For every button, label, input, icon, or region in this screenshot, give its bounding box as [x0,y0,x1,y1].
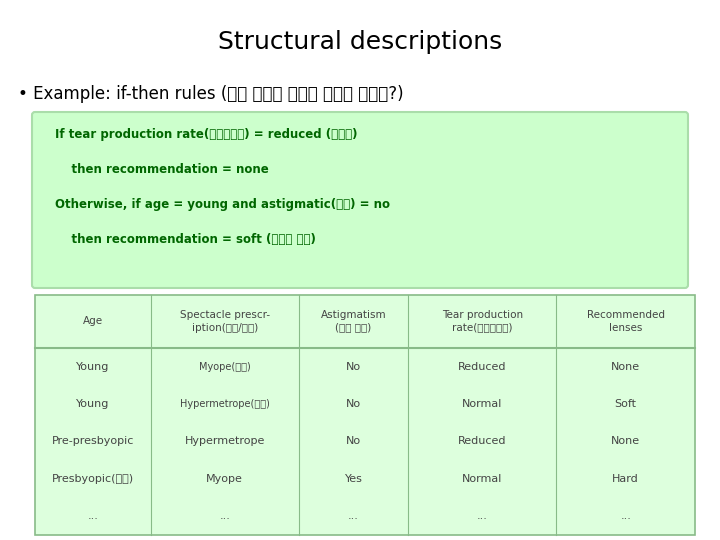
Text: Normal: Normal [462,474,503,484]
Text: Age: Age [83,316,103,326]
Text: Pre-presbyopic: Pre-presbyopic [52,436,134,447]
Text: Young: Young [76,361,109,372]
Text: Spectacle prescr-
iption(근시/원시): Spectacle prescr- iption(근시/원시) [180,310,270,333]
Text: Hypermetrope(원시): Hypermetrope(원시) [180,399,270,409]
Text: No: No [346,399,361,409]
Text: ...: ... [87,511,98,521]
Text: Presbyopic(노안): Presbyopic(노안) [52,474,134,484]
Text: None: None [611,361,640,372]
Text: Normal: Normal [462,399,503,409]
Text: Astigmatism
(난시 여부): Astigmatism (난시 여부) [320,310,386,333]
Text: then recommendation = soft (소프트 렌즈): then recommendation = soft (소프트 렌즈) [55,233,316,246]
Text: Soft: Soft [615,399,636,409]
Text: None: None [611,436,640,447]
Text: Myope(근시): Myope(근시) [199,361,251,372]
FancyBboxPatch shape [32,112,688,288]
Text: Hypermetrope: Hypermetrope [184,436,265,447]
Text: Hard: Hard [612,474,639,484]
Text: No: No [346,361,361,372]
Text: Yes: Yes [344,474,362,484]
Text: then recommendation = none: then recommendation = none [55,163,269,176]
Text: ...: ... [620,511,631,521]
Text: Reduced: Reduced [458,436,506,447]
Text: ...: ... [477,511,487,521]
Text: Reduced: Reduced [458,361,506,372]
Bar [35,295,695,535]
Text: Otherwise, if age = young and astigmatic(난시) = no: Otherwise, if age = young and astigmatic… [55,198,390,211]
Text: If tear production rate(눈물분비율) = reduced (줄어든): If tear production rate(눈물분비율) = reduced… [55,128,358,141]
Text: Myope: Myope [207,474,243,484]
Text: Structural descriptions: Structural descriptions [218,30,502,54]
Text: Young: Young [76,399,109,409]
Text: • Example: if-then rules (어댜 콘택트 렌즈를 추천할 것인가?): • Example: if-then rules (어댜 콘택트 렌즈를 추천할… [18,85,404,103]
Text: Recommended
lenses: Recommended lenses [587,310,665,333]
Text: Tear production
rate(눈물분비율): Tear production rate(눈물분비율) [441,310,523,333]
Text: ...: ... [348,511,359,521]
Text: ...: ... [220,511,230,521]
Text: No: No [346,436,361,447]
